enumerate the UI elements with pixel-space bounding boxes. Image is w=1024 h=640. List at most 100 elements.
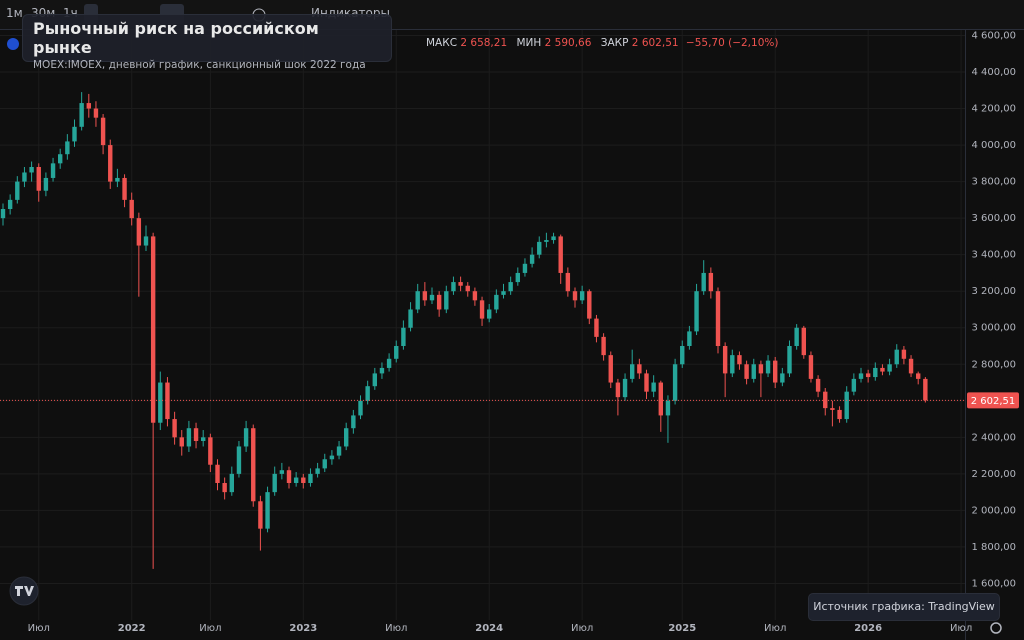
candle (444, 285, 449, 314)
candle (322, 453, 327, 473)
candle (43, 172, 49, 197)
candle (672, 358, 678, 405)
candle (637, 358, 642, 379)
candle (680, 340, 685, 368)
candle-body (451, 282, 456, 292)
candle-body (100, 117, 106, 146)
candle-body (594, 318, 599, 337)
candle-body (444, 291, 449, 310)
candle-body (265, 492, 270, 529)
candle-body (186, 428, 192, 447)
candle (465, 282, 470, 297)
y-tick-label: 3 200,00 (971, 286, 1016, 297)
candle-body (730, 355, 735, 374)
candle-body (215, 464, 220, 484)
candle (329, 450, 335, 465)
candle-body (258, 501, 263, 529)
candle-body (637, 364, 642, 374)
y-tick-label: 4 000,00 (971, 140, 1016, 151)
candle-body (58, 154, 63, 164)
candle-body (801, 327, 806, 356)
candle (172, 411, 177, 445)
candle (565, 267, 571, 297)
candle (572, 287, 578, 308)
candle (208, 433, 213, 473)
candle (558, 234, 563, 284)
candle-body (86, 103, 91, 109)
candle-body (658, 382, 663, 416)
candle (365, 380, 370, 405)
candle-body (301, 477, 306, 484)
candle-body (358, 400, 363, 416)
candle (344, 422, 349, 451)
candle (887, 358, 892, 376)
y-tick-label: 3 000,00 (971, 323, 1016, 334)
x-tick-label: Июл (764, 623, 786, 634)
candle-body (715, 291, 721, 347)
interval[interactable]: 1м (6, 6, 23, 20)
candle-body (179, 437, 184, 447)
y-tick-label: 2 400,00 (971, 432, 1016, 443)
candle (472, 287, 478, 306)
candle-body (765, 360, 771, 374)
candle (415, 283, 420, 314)
candle-body (680, 346, 685, 365)
candle-body (551, 236, 556, 241)
candle-body (858, 373, 864, 379)
candle (808, 351, 814, 383)
candle (86, 93, 91, 118)
tv-logo-mark (15, 586, 34, 596)
legend-change: −55,70 (−2,10%) (685, 37, 779, 49)
candle (279, 462, 285, 480)
candle-body (329, 455, 335, 460)
y-tick-label: 3 400,00 (971, 250, 1016, 261)
candle (880, 364, 885, 376)
candle-body (572, 291, 578, 301)
candle-body (429, 294, 435, 301)
candle (122, 174, 127, 208)
candle (7, 194, 13, 215)
candle (222, 477, 227, 500)
candle (65, 134, 70, 160)
candle-body (565, 272, 571, 292)
candle-body (386, 358, 392, 368)
candle-body (672, 364, 678, 401)
y-tick-label: 2 000,00 (971, 505, 1016, 516)
candle (379, 362, 385, 379)
candle (372, 367, 377, 390)
candle (501, 283, 506, 299)
candle-body (286, 470, 292, 484)
candle-body (172, 419, 177, 438)
x-tick-label: Июл (199, 623, 221, 634)
candle-body (808, 355, 814, 379)
candle (701, 260, 706, 295)
candle-body (773, 360, 778, 383)
candle-body (865, 373, 871, 378)
candle (301, 473, 306, 489)
candle-body (243, 428, 249, 447)
y-tick-label: 1 800,00 (971, 542, 1016, 553)
candle (58, 148, 63, 169)
candle (408, 302, 413, 332)
candle-body (644, 373, 649, 392)
tv-logo (9, 576, 39, 606)
candle-body (537, 241, 542, 255)
candle (787, 340, 792, 378)
candle (908, 355, 914, 378)
candle (100, 114, 106, 155)
candle (243, 420, 249, 452)
candle-body (315, 468, 320, 474)
candle (401, 320, 406, 350)
candle (773, 356, 778, 389)
candle (751, 358, 756, 383)
source-badge: Источник графика: TradingView (808, 593, 1000, 621)
candle (830, 400, 835, 427)
candle (165, 377, 170, 427)
candle-body (458, 282, 463, 286)
x-tick-label: 2025 (668, 623, 696, 634)
candle (0, 203, 6, 226)
candle (594, 314, 599, 343)
candle (451, 276, 456, 295)
candle (487, 303, 492, 323)
candle-body (272, 473, 277, 493)
